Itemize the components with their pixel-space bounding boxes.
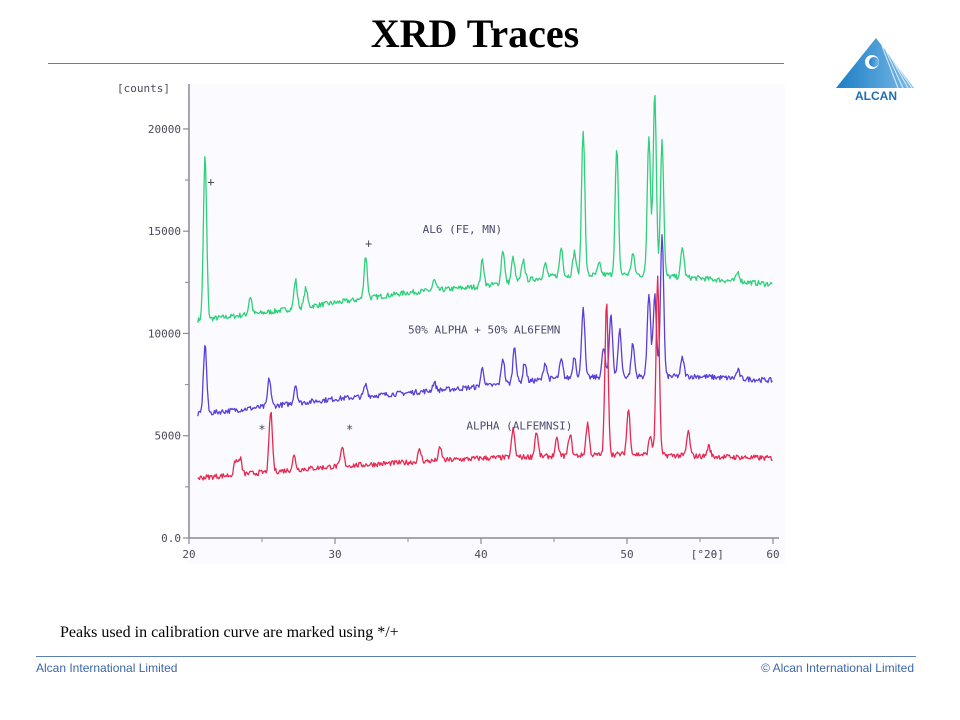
footer-copyright: © Alcan International Limited xyxy=(761,661,914,675)
series-label: AL6 (FE, MN) xyxy=(423,223,502,236)
y-axis-label: [counts] xyxy=(117,82,170,95)
y-tick-label: 20000 xyxy=(148,123,181,136)
title-divider xyxy=(48,63,784,64)
logo-triangle-icon xyxy=(836,38,914,89)
x-axis-label: [°2θ] xyxy=(691,548,724,561)
alcan-logo: ALCAN xyxy=(832,38,920,103)
y-tick-label: 0.0 xyxy=(161,532,181,545)
x-tick-label: 50 xyxy=(620,548,633,561)
x-tick-label: 40 xyxy=(474,548,487,561)
chart-axes xyxy=(188,84,779,539)
series-line xyxy=(197,234,773,417)
chart-caption: Peaks used in calibration curve are mark… xyxy=(60,624,399,641)
y-tick-label: 15000 xyxy=(148,225,181,238)
x-tick-label: 20 xyxy=(182,548,195,561)
chart-ticks xyxy=(183,128,774,544)
y-tick-label: 5000 xyxy=(155,430,182,443)
chart-paper xyxy=(187,84,785,564)
x-tick-label: 60 xyxy=(766,548,779,561)
xrd-chart: 0.0 5000 10000 15000 20000 20 30 40 50 60 [counts]… xyxy=(105,74,785,566)
chart-labels: 0.0 5000 10000 15000 20000 20 30 40 50 60 [counts]… xyxy=(117,82,780,561)
chart-series xyxy=(197,94,773,481)
series-line xyxy=(197,94,773,324)
peak-marker: * xyxy=(346,423,353,437)
series-label: 50% ALPHA + 50% AL6FEMN xyxy=(408,323,560,336)
y-tick-label: 10000 xyxy=(148,327,181,340)
footer-divider xyxy=(36,656,916,657)
xrd-chart-svg: 0.0 5000 10000 15000 20000 20 30 40 50 60 [counts]… xyxy=(117,82,785,564)
peak-marker: + xyxy=(365,237,372,251)
series-line xyxy=(197,275,773,481)
x-tick-label: 30 xyxy=(328,548,341,561)
logo-text: ALCAN xyxy=(855,89,897,103)
footer-company: Alcan International Limited xyxy=(36,661,178,675)
peak-marker: * xyxy=(258,423,265,437)
series-label: ALPHA (ALFEMNSI) xyxy=(466,420,572,433)
slide-title: XRD Traces xyxy=(370,11,580,56)
peak-marker: + xyxy=(207,175,214,189)
